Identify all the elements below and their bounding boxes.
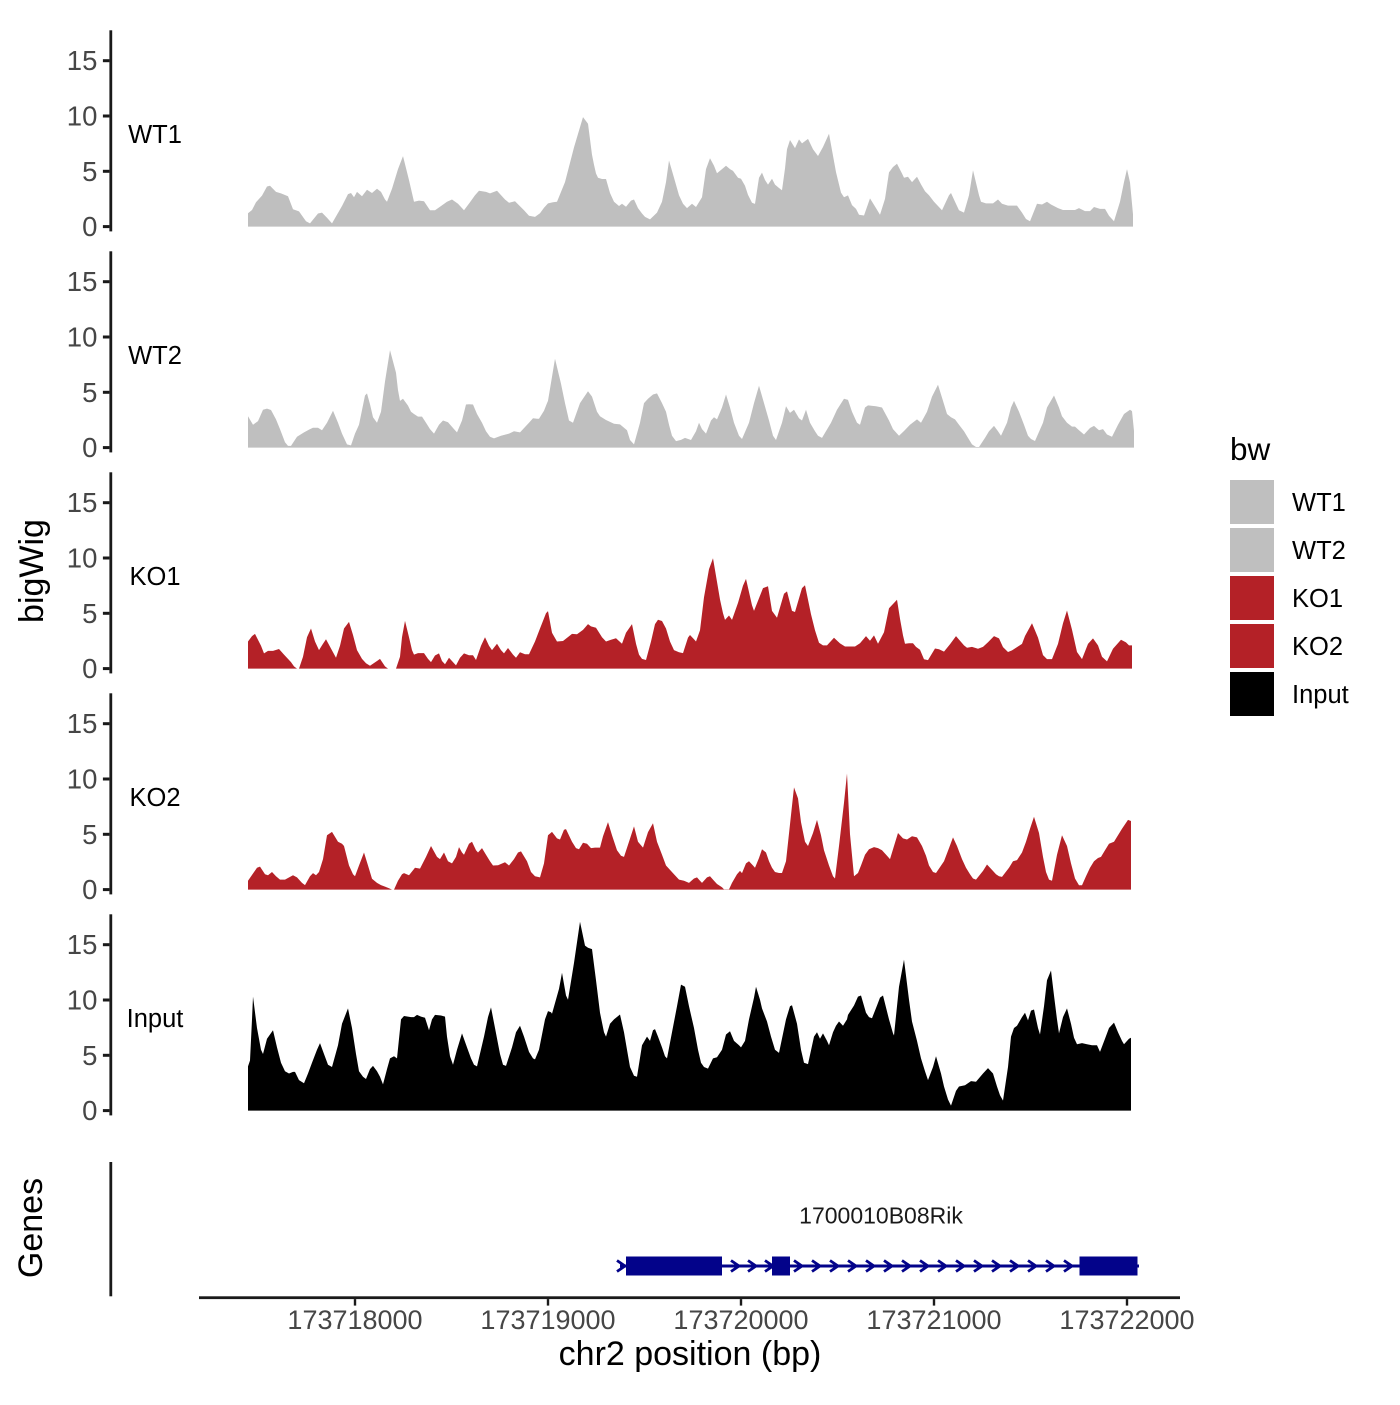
svg-text:5: 5 <box>82 377 97 408</box>
svg-text:10: 10 <box>67 101 98 132</box>
svg-text:0: 0 <box>82 432 97 463</box>
svg-text:10: 10 <box>67 543 98 574</box>
svg-text:WT2: WT2 <box>1292 537 1346 565</box>
svg-text:10: 10 <box>67 985 98 1016</box>
svg-text:bw: bw <box>1230 431 1271 467</box>
svg-text:15: 15 <box>67 708 98 739</box>
svg-text:5: 5 <box>82 598 97 629</box>
svg-text:WT1: WT1 <box>128 121 182 149</box>
svg-text:bigWig: bigWig <box>13 519 51 623</box>
svg-text:10: 10 <box>67 322 98 353</box>
svg-text:5: 5 <box>82 819 97 850</box>
svg-text:chr2 position (bp): chr2 position (bp) <box>559 1335 822 1373</box>
svg-text:173719000: 173719000 <box>480 1305 615 1335</box>
svg-text:5: 5 <box>82 1040 97 1071</box>
svg-text:173722000: 173722000 <box>1059 1305 1194 1335</box>
svg-text:KO1: KO1 <box>1292 585 1343 613</box>
svg-text:173718000: 173718000 <box>287 1305 422 1335</box>
svg-text:0: 0 <box>82 1095 97 1126</box>
svg-text:Genes: Genes <box>12 1178 50 1278</box>
svg-text:173721000: 173721000 <box>866 1305 1001 1335</box>
svg-text:0: 0 <box>82 211 97 242</box>
svg-text:0: 0 <box>82 653 97 684</box>
svg-text:KO1: KO1 <box>129 563 180 591</box>
svg-text:Input: Input <box>1292 681 1349 709</box>
svg-text:WT1: WT1 <box>1292 489 1346 517</box>
svg-text:WT2: WT2 <box>128 342 182 370</box>
svg-text:Input: Input <box>127 1005 184 1033</box>
svg-text:0: 0 <box>82 874 97 905</box>
svg-text:15: 15 <box>67 266 98 297</box>
svg-text:5: 5 <box>82 156 97 187</box>
svg-text:15: 15 <box>67 929 98 960</box>
svg-text:173720000: 173720000 <box>673 1305 808 1335</box>
svg-text:KO2: KO2 <box>1292 633 1343 661</box>
svg-text:15: 15 <box>67 487 98 518</box>
svg-text:10: 10 <box>67 764 98 795</box>
svg-text:KO2: KO2 <box>129 784 180 812</box>
svg-text:15: 15 <box>67 45 98 76</box>
svg-text:1700010B08Rik: 1700010B08Rik <box>799 1203 963 1229</box>
